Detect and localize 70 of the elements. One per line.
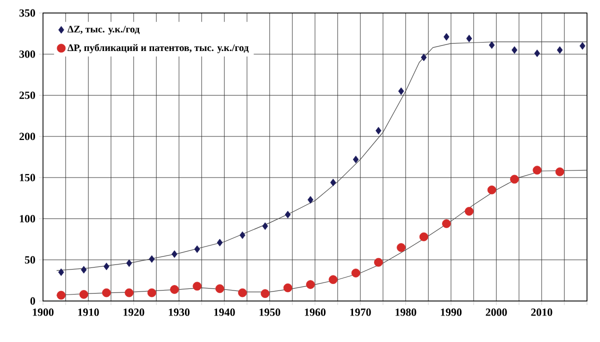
point <box>124 288 134 298</box>
point <box>215 284 224 294</box>
point <box>170 285 179 294</box>
point <box>79 290 88 299</box>
point <box>148 255 155 263</box>
point <box>216 238 223 246</box>
point <box>464 206 474 216</box>
y-tick-label: 250 <box>19 92 36 99</box>
x-tick-label: 2000 <box>486 308 507 316</box>
legend-label: ΔZ, тыс. у.к./год <box>68 26 140 35</box>
y-tick-label: 150 <box>20 174 36 182</box>
point <box>102 288 111 298</box>
point <box>104 262 110 270</box>
point <box>126 259 132 267</box>
x-tick-label: 1900 <box>32 308 54 316</box>
point <box>330 178 336 186</box>
x-tick-label: 1920 <box>124 308 144 316</box>
point <box>147 288 156 298</box>
point <box>374 258 383 267</box>
point <box>444 33 450 41</box>
point <box>172 250 178 258</box>
point <box>396 243 406 252</box>
point <box>532 166 542 175</box>
point <box>487 186 496 194</box>
x-tick-label: 1990 <box>440 308 462 316</box>
point <box>328 275 338 284</box>
y-tick-label: 0 <box>30 297 36 305</box>
x-tick-label: 2010 <box>531 308 552 316</box>
point <box>352 156 359 164</box>
point <box>56 290 66 300</box>
x-tick-label: 1910 <box>78 308 99 316</box>
y-tick-label: 350 <box>19 9 36 17</box>
point <box>260 289 270 298</box>
line-series <box>56 41 588 271</box>
x-tick-label: 1970 <box>350 308 371 316</box>
point <box>351 268 360 278</box>
point <box>555 167 564 176</box>
point <box>419 232 428 242</box>
point <box>466 34 472 42</box>
point <box>398 87 404 95</box>
point <box>556 46 563 54</box>
point <box>58 268 64 276</box>
point <box>308 196 314 204</box>
point <box>240 231 246 239</box>
point <box>284 210 291 218</box>
point <box>580 42 586 50</box>
point <box>306 280 315 289</box>
point <box>262 222 268 230</box>
point <box>192 282 202 291</box>
point <box>80 266 87 274</box>
x-tick-label: 1940 <box>214 308 235 316</box>
point <box>420 54 427 62</box>
x-tick-label: 1980 <box>396 308 416 316</box>
point <box>376 126 382 134</box>
y-tick-label: 300 <box>19 50 36 58</box>
y-tick-label: 200 <box>19 132 36 140</box>
point <box>283 283 292 292</box>
y-tick-label: 50 <box>24 256 36 264</box>
point <box>512 46 518 54</box>
point <box>488 41 495 49</box>
y-tick-label: 100 <box>20 215 36 222</box>
x-tick-label: 1960 <box>304 308 326 316</box>
point <box>442 219 451 228</box>
point <box>510 174 519 184</box>
point <box>238 288 247 298</box>
legend-label: ΔP, публикаций и патентов, тыс. у.к./год <box>68 44 249 54</box>
point <box>534 50 540 58</box>
x-tick-label: 1930 <box>168 308 190 316</box>
point <box>194 245 200 253</box>
x-tick-label: 1950 <box>260 308 280 316</box>
